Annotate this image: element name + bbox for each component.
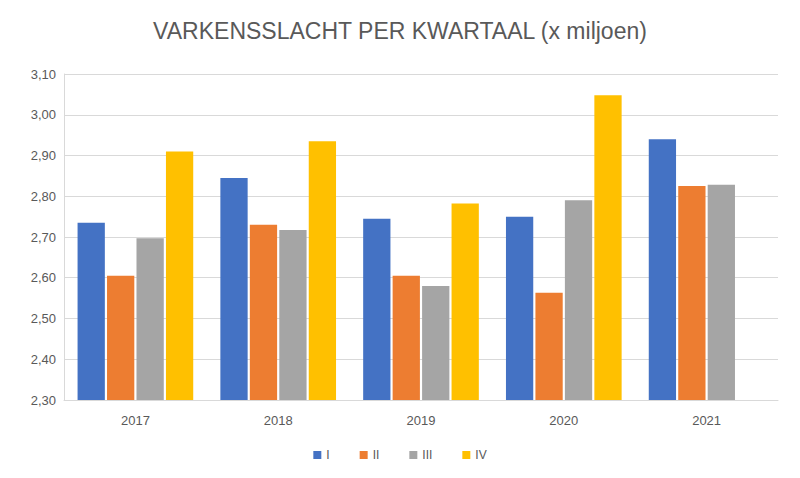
- svg-text:2,80: 2,80: [31, 189, 56, 204]
- svg-text:2,30: 2,30: [31, 393, 56, 408]
- svg-text:2018: 2018: [264, 413, 293, 428]
- svg-text:IV: IV: [475, 448, 486, 462]
- svg-text:3,10: 3,10: [31, 67, 56, 82]
- svg-text:2,40: 2,40: [31, 352, 56, 367]
- svg-text:II: II: [373, 448, 380, 462]
- svg-text:2019: 2019: [407, 413, 436, 428]
- svg-text:2020: 2020: [549, 413, 578, 428]
- svg-text:2021: 2021: [692, 413, 721, 428]
- svg-text:III: III: [422, 448, 432, 462]
- svg-text:2,60: 2,60: [31, 270, 56, 285]
- svg-text:I: I: [326, 448, 329, 462]
- svg-text:VARKENSSLACHT PER KWARTAAL (x: VARKENSSLACHT PER KWARTAAL (x miljoen): [153, 18, 647, 44]
- svg-text:2017: 2017: [121, 413, 150, 428]
- svg-text:2,90: 2,90: [31, 148, 56, 163]
- svg-text:2,50: 2,50: [31, 311, 56, 326]
- svg-text:2,70: 2,70: [31, 230, 56, 245]
- svg-text:3,00: 3,00: [31, 107, 56, 122]
